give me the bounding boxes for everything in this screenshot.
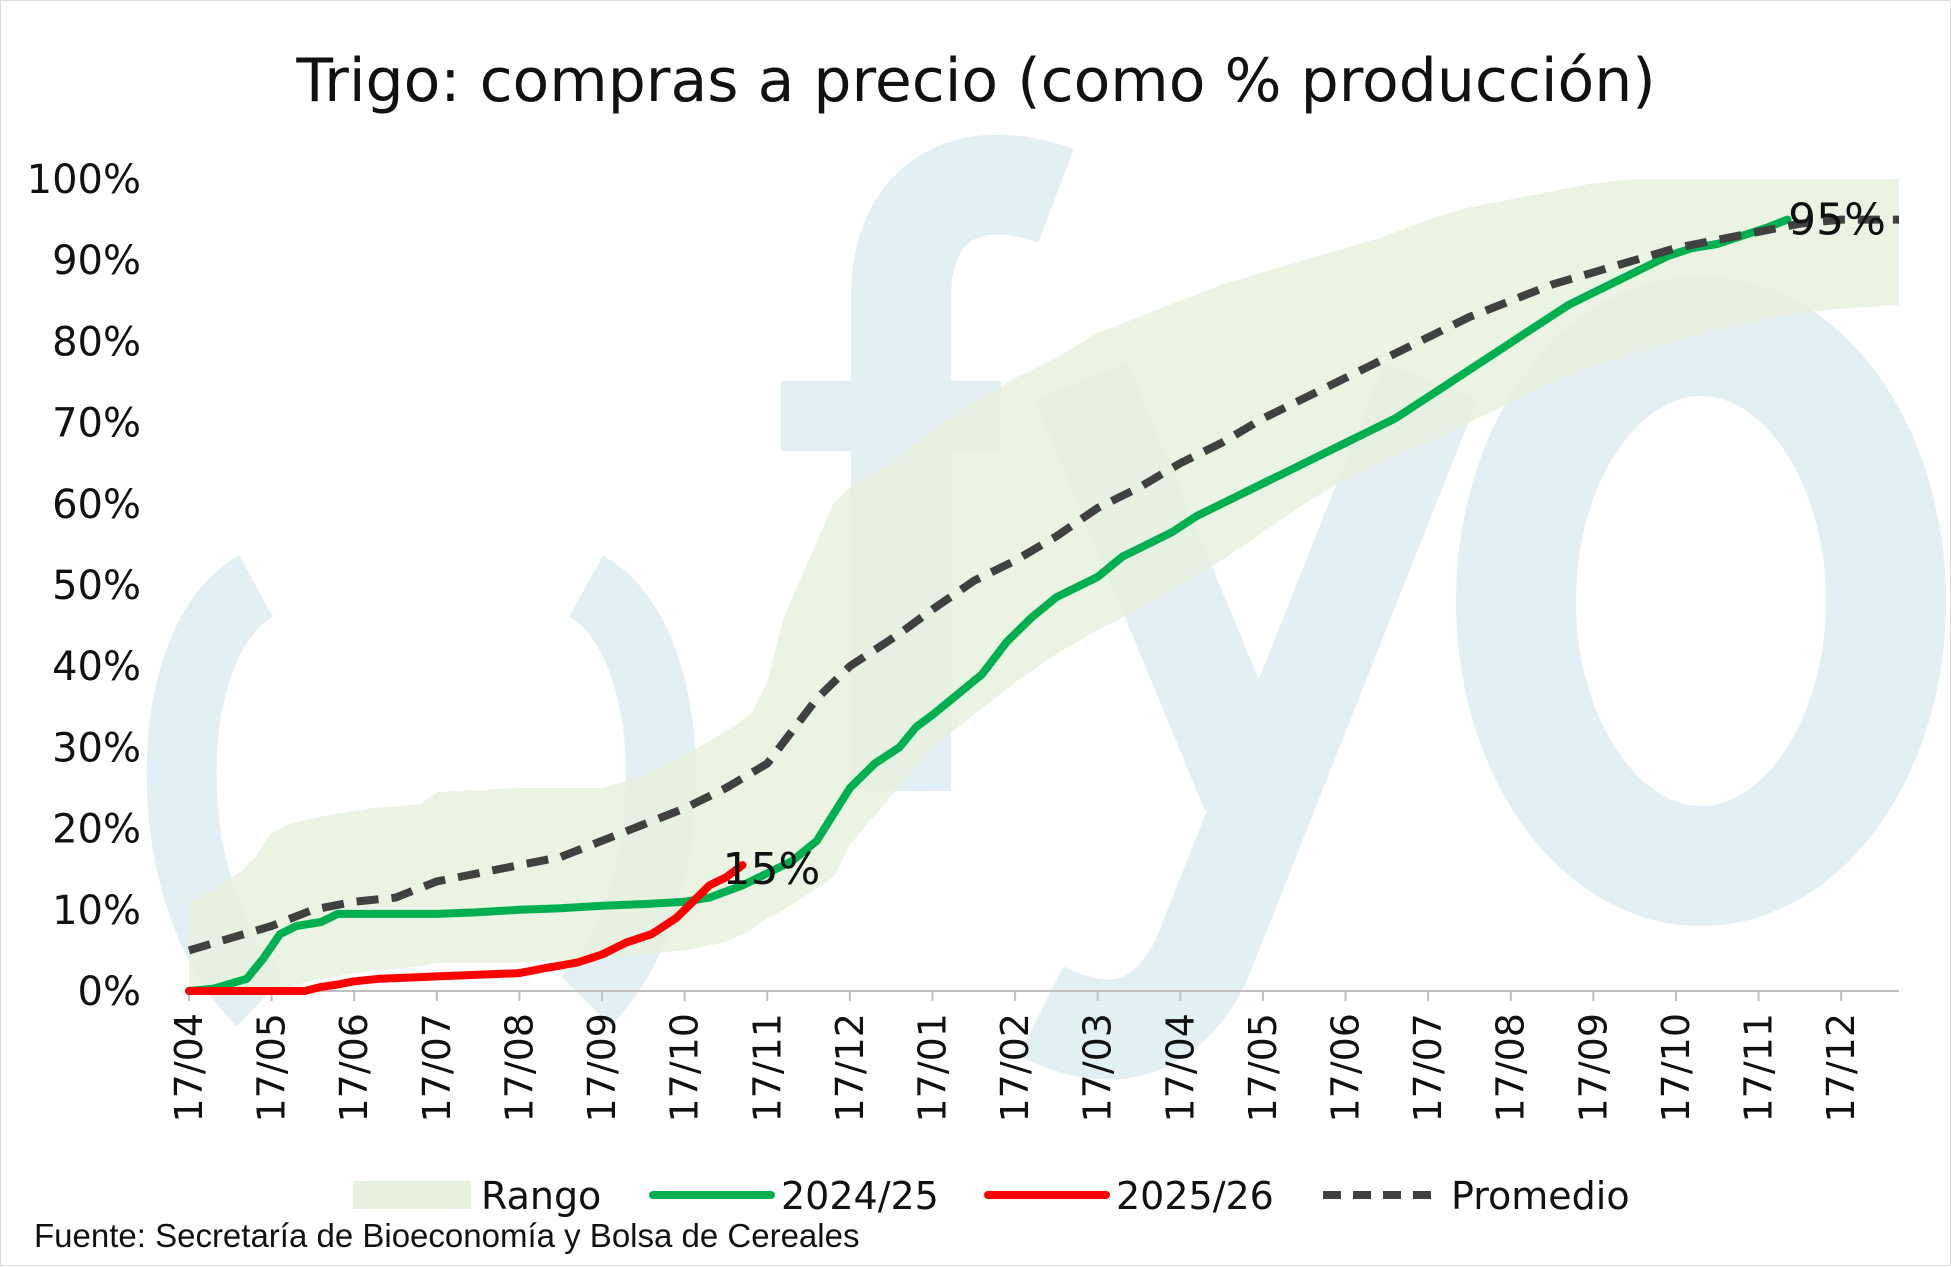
y-tick-label: 20% bbox=[52, 807, 141, 853]
legend-label-2024-25: 2024/25 bbox=[781, 1174, 939, 1218]
x-tick-label: 17/10 bbox=[1654, 1013, 1698, 1123]
chart-title: Trigo: compras a precio (como % producci… bbox=[295, 46, 1655, 116]
series-line-promedio bbox=[187, 215, 1899, 955]
x-tick-label: 17/11 bbox=[745, 1013, 789, 1123]
y-tick-label: 30% bbox=[52, 725, 141, 771]
x-tick-label: 17/05 bbox=[1241, 1013, 1285, 1123]
x-tick-label: 17/04 bbox=[167, 1013, 211, 1123]
x-tick-label: 17/04 bbox=[1158, 1013, 1202, 1123]
y-tick-label: 40% bbox=[52, 644, 141, 690]
axes bbox=[188, 990, 1899, 1001]
y-tick-label: 0% bbox=[78, 969, 141, 1015]
x-tick-label: 17/05 bbox=[250, 1013, 294, 1123]
source-note: Fuente: Secretaría de Bioeconomía y Bols… bbox=[34, 1217, 859, 1254]
x-tick-label: 17/06 bbox=[332, 1013, 376, 1123]
x-tick-label: 17/03 bbox=[1076, 1013, 1120, 1123]
x-tick-label: 17/12 bbox=[1819, 1013, 1863, 1123]
series-line-2024-25 bbox=[185, 215, 1792, 995]
y-tick-label: 10% bbox=[52, 888, 141, 934]
x-axis-ticks: 17/04 17/05 17/06 17/07 17/08 17/09 17/10 17/11… bbox=[167, 1013, 1863, 1123]
y-tick-label: 80% bbox=[52, 319, 141, 365]
legend: Rango 2024/25 2025/26 Promedio bbox=[353, 1174, 1630, 1218]
series-layer bbox=[185, 215, 1899, 995]
x-tick-label: 17/06 bbox=[1324, 1013, 1368, 1123]
annotation-label: 15% bbox=[722, 844, 820, 895]
y-tick-label: 70% bbox=[52, 401, 141, 447]
x-tick-label: 17/02 bbox=[993, 1013, 1037, 1123]
x-tick-label: 17/09 bbox=[1571, 1013, 1615, 1123]
annotation-label: 95% bbox=[1788, 195, 1886, 246]
x-tick-label: 17/07 bbox=[415, 1013, 459, 1123]
x-tick-label: 17/10 bbox=[663, 1013, 707, 1123]
x-tick-label: 17/09 bbox=[580, 1013, 624, 1123]
range-band bbox=[189, 179, 1899, 991]
y-tick-label: 50% bbox=[52, 563, 141, 609]
x-tick-label: 17/08 bbox=[1489, 1013, 1533, 1123]
x-tick-label: 17/07 bbox=[1406, 1013, 1450, 1123]
x-tick-label: 17/12 bbox=[828, 1013, 872, 1123]
y-tick-label: 60% bbox=[52, 482, 141, 528]
x-tick-label: 17/11 bbox=[1737, 1013, 1781, 1123]
annotations: 15% 95% bbox=[722, 195, 1885, 896]
range-band-layer bbox=[189, 179, 1899, 991]
legend-label-promedio: Promedio bbox=[1451, 1174, 1630, 1218]
legend-label-rango: Rango bbox=[481, 1174, 601, 1218]
legend-swatch-rango bbox=[353, 1181, 471, 1209]
x-tick-label: 17/08 bbox=[497, 1013, 541, 1123]
y-tick-label: 90% bbox=[52, 238, 141, 284]
x-tick-label: 17/01 bbox=[910, 1013, 954, 1123]
y-axis-ticks: 0% 10% 20% 30% 40% 50% 60% 70% 80% 90% 100% bbox=[27, 157, 141, 1015]
series-line-2025-26 bbox=[185, 861, 747, 995]
y-tick-label: 100% bbox=[27, 157, 141, 203]
legend-label-2025-26: 2025/26 bbox=[1116, 1174, 1274, 1218]
